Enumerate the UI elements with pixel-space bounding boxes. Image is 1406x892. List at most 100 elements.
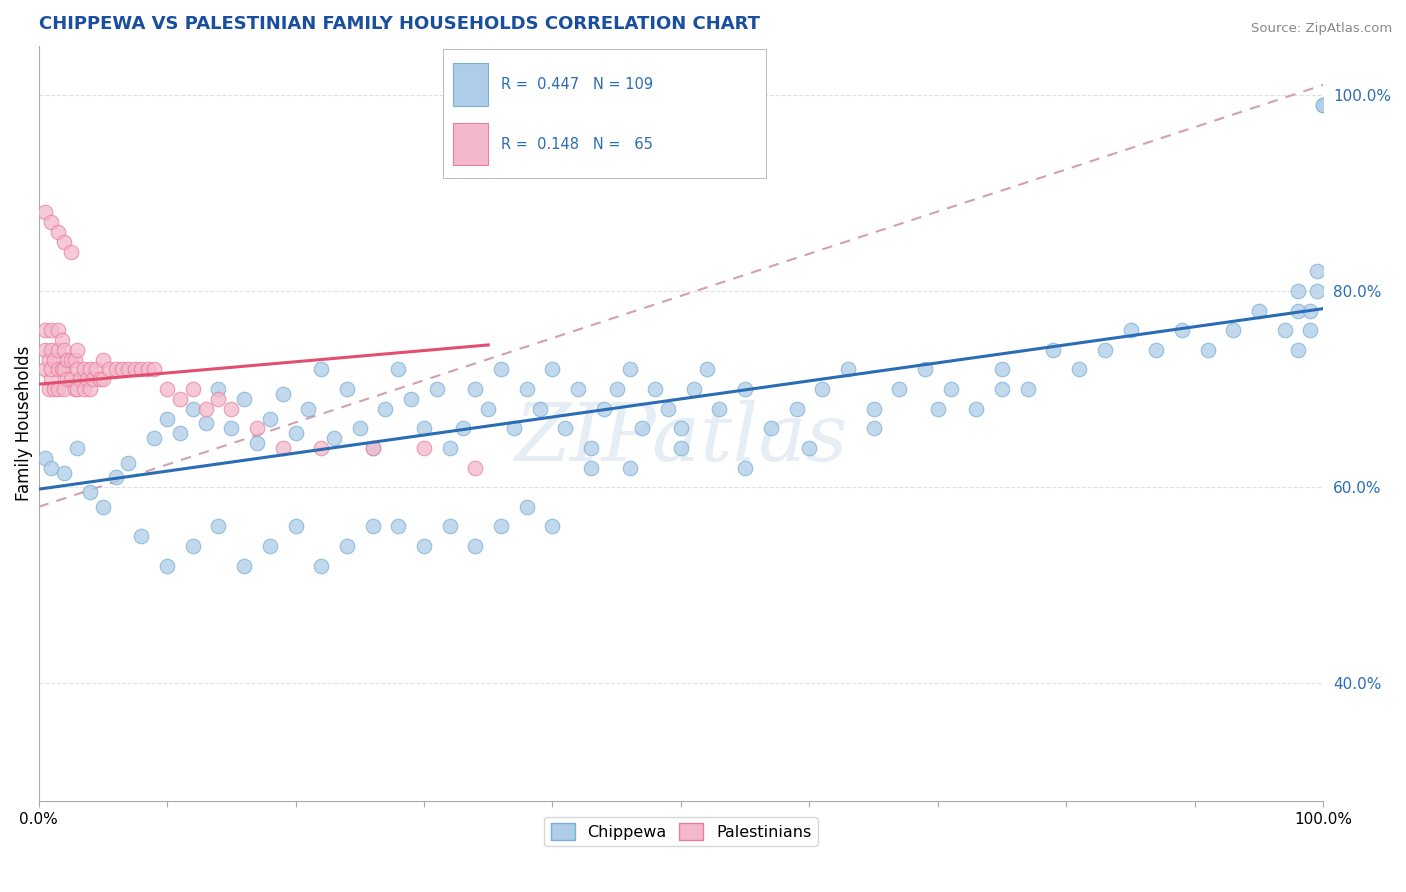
Point — [41, 343, 63, 357]
Point — [41, 460, 63, 475]
Point — [682, 382, 704, 396]
Point — [361, 441, 384, 455]
Point — [34, 343, 56, 357]
Point — [246, 436, 269, 450]
Point — [181, 539, 204, 553]
Point — [46, 362, 69, 376]
Point — [46, 323, 69, 337]
Point — [927, 401, 949, 416]
Point — [56, 372, 79, 386]
Point — [169, 426, 191, 441]
Point — [1299, 323, 1322, 337]
Y-axis label: Family Households: Family Households — [15, 346, 32, 501]
Point — [181, 382, 204, 396]
Point — [46, 343, 69, 357]
Point — [156, 382, 179, 396]
Point — [41, 323, 63, 337]
Point — [489, 362, 512, 376]
Point — [59, 372, 82, 386]
Point — [89, 372, 111, 386]
Point — [136, 362, 159, 376]
Point — [1286, 303, 1309, 318]
Point — [336, 539, 359, 553]
Point — [91, 372, 114, 386]
Point — [309, 558, 332, 573]
Text: R =  0.148   N =   65: R = 0.148 N = 65 — [501, 136, 652, 152]
Point — [477, 401, 499, 416]
Point — [41, 215, 63, 229]
Point — [143, 362, 166, 376]
Point — [799, 441, 821, 455]
Point — [1069, 362, 1091, 376]
Point — [323, 431, 346, 445]
Point — [59, 352, 82, 367]
Point — [271, 387, 294, 401]
Point — [297, 401, 319, 416]
Point — [1312, 97, 1334, 112]
Point — [657, 401, 679, 416]
Point — [246, 421, 269, 435]
Point — [644, 382, 666, 396]
Point — [503, 421, 526, 435]
Point — [1197, 343, 1219, 357]
Point — [619, 362, 641, 376]
Point — [63, 382, 86, 396]
Point — [1306, 264, 1329, 278]
Text: R =  0.447   N = 109: R = 0.447 N = 109 — [501, 77, 654, 92]
Point — [72, 362, 94, 376]
Point — [111, 362, 134, 376]
Point — [1017, 382, 1039, 396]
Point — [541, 519, 564, 533]
Point — [156, 558, 179, 573]
Point — [169, 392, 191, 406]
Point — [233, 558, 256, 573]
Point — [464, 539, 486, 553]
Point — [156, 411, 179, 425]
Point — [1119, 323, 1142, 337]
Point — [413, 539, 436, 553]
Point — [592, 401, 614, 416]
Point — [34, 205, 56, 219]
Point — [516, 382, 538, 396]
Point — [284, 519, 307, 533]
Point — [259, 539, 281, 553]
Point — [914, 362, 936, 376]
Point — [606, 382, 628, 396]
Point — [69, 372, 91, 386]
Point — [529, 401, 551, 416]
Point — [98, 362, 121, 376]
Point — [426, 382, 449, 396]
Point — [309, 362, 332, 376]
Point — [991, 362, 1014, 376]
Point — [1171, 323, 1194, 337]
Text: Source: ZipAtlas.com: Source: ZipAtlas.com — [1251, 22, 1392, 36]
Point — [669, 441, 692, 455]
Text: CHIPPEWA VS PALESTINIAN FAMILY HOUSEHOLDS CORRELATION CHART: CHIPPEWA VS PALESTINIAN FAMILY HOUSEHOLD… — [38, 15, 759, 33]
Point — [66, 343, 89, 357]
Point — [53, 362, 76, 376]
Point — [1299, 303, 1322, 318]
Point — [59, 244, 82, 259]
Point — [66, 441, 89, 455]
Point — [233, 392, 256, 406]
Legend: Chippewa, Palestinians: Chippewa, Palestinians — [544, 817, 818, 847]
Point — [72, 382, 94, 396]
Point — [53, 466, 76, 480]
Point — [669, 421, 692, 435]
Point — [284, 426, 307, 441]
Point — [53, 235, 76, 249]
Point — [34, 362, 56, 376]
Point — [34, 323, 56, 337]
Point — [1222, 323, 1244, 337]
Point — [82, 372, 104, 386]
Point — [42, 352, 65, 367]
Point — [66, 382, 89, 396]
Point — [104, 470, 127, 484]
Point — [104, 362, 127, 376]
Point — [811, 382, 834, 396]
Point — [131, 529, 153, 543]
Point — [631, 421, 654, 435]
Point — [1312, 97, 1334, 112]
Point — [786, 401, 808, 416]
Point — [1247, 303, 1270, 318]
